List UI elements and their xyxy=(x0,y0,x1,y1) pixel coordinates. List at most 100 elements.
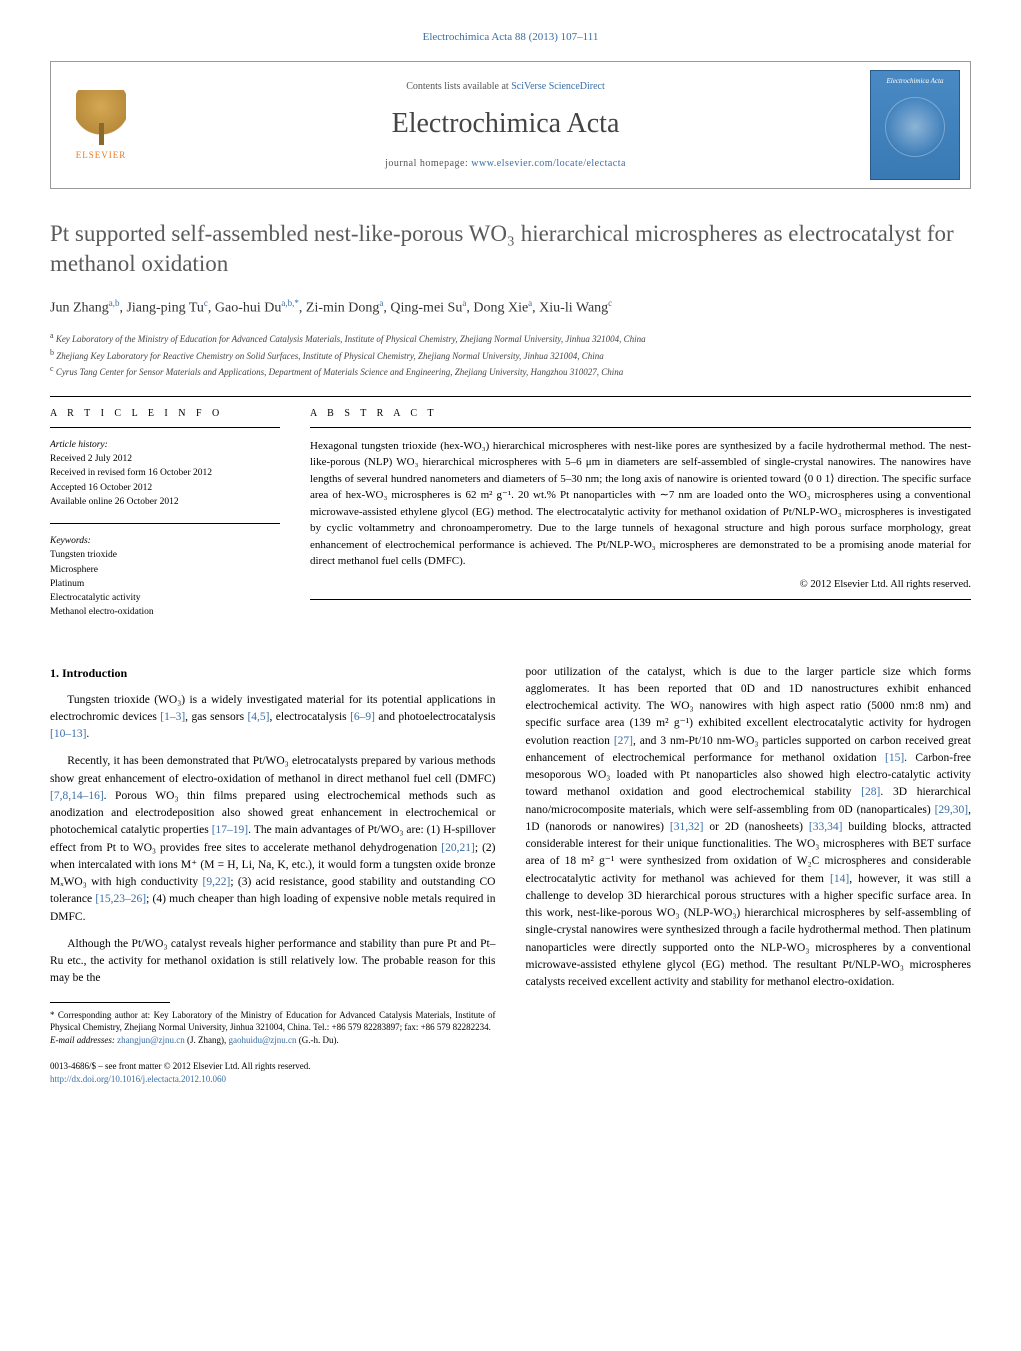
corresponding-author-note: * Corresponding author at: Key Laborator… xyxy=(50,1009,496,1034)
elsevier-logo: ELSEVIER xyxy=(61,80,141,170)
sciencedirect-link[interactable]: SciVerse ScienceDirect xyxy=(511,81,605,92)
citation-link[interactable]: [14] xyxy=(830,873,849,885)
affiliation-c: c Cyrus Tang Center for Sensor Materials… xyxy=(50,363,971,380)
divider xyxy=(50,523,280,524)
doi-link[interactable]: http://dx.doi.org/10.1016/j.electacta.20… xyxy=(50,1074,226,1084)
email-label: E-mail addresses: xyxy=(50,1035,117,1045)
affiliation-b: b Zhejiang Key Laboratory for Reactive C… xyxy=(50,347,971,364)
issn-line: 0013-4686/$ – see front matter © 2012 El… xyxy=(50,1060,496,1073)
email-link[interactable]: gaohuidu@zjnu.cn xyxy=(228,1035,296,1045)
bottom-meta: 0013-4686/$ – see front matter © 2012 El… xyxy=(50,1060,496,1085)
keyword: Platinum xyxy=(50,577,280,591)
intro-heading: 1. Introduction xyxy=(50,664,496,682)
cover-title: Electrochimica Acta xyxy=(887,77,944,87)
citation-link[interactable]: [29,30] xyxy=(935,804,969,816)
citation-link[interactable]: [6–9] xyxy=(350,711,375,723)
publisher-logo-cell: ELSEVIER xyxy=(51,62,151,188)
author-list: Jun Zhanga,b, Jiang-ping Tuc, Gao-hui Du… xyxy=(50,297,971,318)
contents-prefix: Contents lists available at xyxy=(406,81,511,92)
publisher-name: ELSEVIER xyxy=(76,149,127,162)
journal-header: ELSEVIER Contents lists available at Sci… xyxy=(50,61,971,189)
keywords-block: Keywords: Tungsten trioxide Microsphere … xyxy=(50,534,280,620)
affiliation-a: a Key Laboratory of the Ministry of Educ… xyxy=(50,330,971,347)
citation-link[interactable]: [28] xyxy=(861,786,880,798)
affiliation-text: Key Laboratory of the Ministry of Educat… xyxy=(56,334,646,344)
keyword: Methanol electro-oxidation xyxy=(50,605,280,619)
journal-name: Electrochimica Acta xyxy=(171,104,840,143)
header-center: Contents lists available at SciVerse Sci… xyxy=(151,62,860,188)
article-info-column: A R T I C L E I N F O Article history: R… xyxy=(50,407,280,634)
email-who: (J. Zhang), xyxy=(185,1035,229,1045)
divider xyxy=(50,396,971,397)
abstract-text: Hexagonal tungsten trioxide (hex-WO₃) hi… xyxy=(310,438,971,570)
intro-paragraph: Tungsten trioxide (WO₃) is a widely inve… xyxy=(50,692,496,744)
citation-link[interactable]: [31,32] xyxy=(670,821,704,833)
abstract-column: A B S T R A C T Hexagonal tungsten triox… xyxy=(310,407,971,634)
author: Zi-min Dong xyxy=(306,301,380,316)
email-who: (G.-h. Du). xyxy=(296,1035,338,1045)
body-text: , however, it was still a challenge to d… xyxy=(526,873,972,989)
keywords-label: Keywords: xyxy=(50,534,280,548)
keyword: Microsphere xyxy=(50,563,280,577)
citation-link[interactable]: [1–3] xyxy=(160,711,185,723)
left-column: 1. Introduction Tungsten trioxide (WO₃) … xyxy=(50,664,496,1086)
history-accepted: Accepted 16 October 2012 xyxy=(50,481,280,495)
keyword: Electrocatalytic activity xyxy=(50,591,280,605)
article-info-label: A R T I C L E I N F O xyxy=(50,407,280,421)
body-text: and photoelectrocatalysis xyxy=(375,711,496,723)
citation-link[interactable]: [27] xyxy=(614,735,633,747)
citation-link[interactable]: [17–19] xyxy=(212,824,248,836)
author: Dong Xie xyxy=(473,301,528,316)
journal-cover: Electrochimica Acta xyxy=(870,70,960,180)
cover-graphic-icon xyxy=(885,97,945,157)
body-text: , gas sensors xyxy=(185,711,247,723)
elsevier-tree-icon xyxy=(76,90,126,145)
author: Xiu-li Wang xyxy=(539,301,608,316)
journal-reference: Electrochimica Acta 88 (2013) 107–111 xyxy=(50,30,971,45)
footnotes: * Corresponding author at: Key Laborator… xyxy=(50,1009,496,1047)
citation-link[interactable]: [4,5] xyxy=(247,711,269,723)
author: Gao-hui Du xyxy=(215,301,282,316)
citation-link[interactable]: [15] xyxy=(885,752,904,764)
citation-link[interactable]: [33,34] xyxy=(809,821,843,833)
journal-cover-cell: Electrochimica Acta xyxy=(860,62,970,188)
article-title: Pt supported self-assembled nest-like-po… xyxy=(50,219,971,279)
abstract-label: A B S T R A C T xyxy=(310,407,971,421)
author: Jiang-ping Tu xyxy=(126,301,203,316)
history-label: Article history: xyxy=(50,438,280,452)
email-line: E-mail addresses: zhangjun@zjnu.cn (J. Z… xyxy=(50,1034,496,1047)
right-column: poor utilization of the catalyst, which … xyxy=(526,664,972,1086)
homepage-line: journal homepage: www.elsevier.com/locat… xyxy=(171,157,840,171)
homepage-prefix: journal homepage: xyxy=(385,158,471,169)
intro-paragraph-continued: poor utilization of the catalyst, which … xyxy=(526,664,972,992)
contents-line: Contents lists available at SciVerse Sci… xyxy=(171,80,840,94)
author: Jun Zhang xyxy=(50,301,109,316)
body-text: . xyxy=(86,728,89,740)
footnote-divider xyxy=(50,1002,170,1003)
divider xyxy=(310,427,971,428)
intro-paragraph: Recently, it has been demonstrated that … xyxy=(50,753,496,926)
citation-link[interactable]: [15,23–26] xyxy=(95,893,146,905)
homepage-link[interactable]: www.elsevier.com/locate/electacta xyxy=(471,158,626,169)
divider xyxy=(310,599,971,600)
intro-paragraph: Although the Pt/WO₃ catalyst reveals hig… xyxy=(50,936,496,988)
divider xyxy=(50,427,280,428)
history-online: Available online 26 October 2012 xyxy=(50,495,280,509)
history-revised: Received in revised form 16 October 2012 xyxy=(50,466,280,480)
body-text: or 2D (nanosheets) xyxy=(703,821,808,833)
history-received: Received 2 July 2012 xyxy=(50,452,280,466)
affiliation-text: Cyrus Tang Center for Sensor Materials a… xyxy=(56,367,623,377)
citation-link[interactable]: [20,21] xyxy=(441,842,475,854)
keyword: Tungsten trioxide xyxy=(50,548,280,562)
affiliation-text: Zhejiang Key Laboratory for Reactive Che… xyxy=(56,351,603,361)
author: Qing-mei Su xyxy=(390,301,462,316)
body-text: Recently, it has been demonstrated that … xyxy=(50,755,496,784)
copyright-line: © 2012 Elsevier Ltd. All rights reserved… xyxy=(310,578,971,593)
body-two-column: 1. Introduction Tungsten trioxide (WO₃) … xyxy=(50,664,971,1086)
body-text: , electrocatalysis xyxy=(270,711,351,723)
citation-link[interactable]: [7,8,14–16] xyxy=(50,790,104,802)
citation-link[interactable]: [9,22] xyxy=(203,876,231,888)
email-link[interactable]: zhangjun@zjnu.cn xyxy=(117,1035,185,1045)
affiliations: a Key Laboratory of the Ministry of Educ… xyxy=(50,330,971,380)
citation-link[interactable]: [10–13] xyxy=(50,728,86,740)
